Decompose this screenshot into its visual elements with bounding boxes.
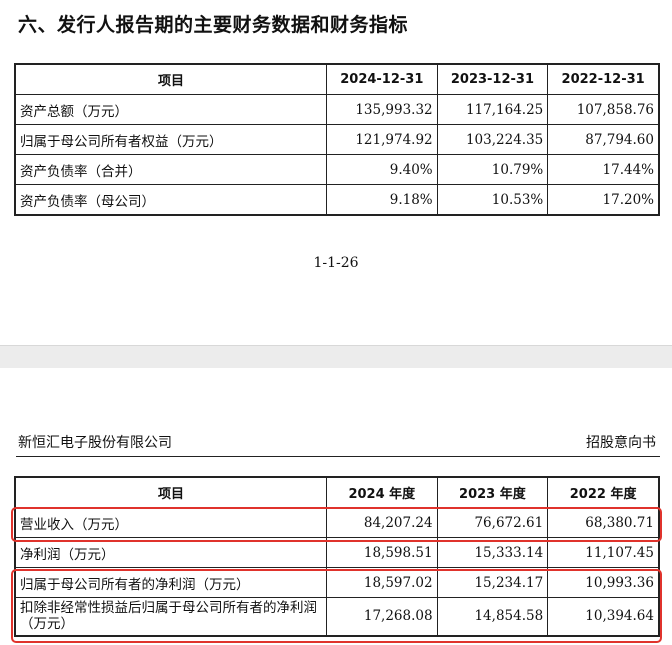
cell-value: 10,993.36 [547, 567, 660, 598]
row-label: 归属于母公司所有者权益（万元） [14, 124, 327, 155]
row-label: 资产负债率（母公司） [14, 184, 327, 216]
cell-value: 117,164.25 [436, 94, 549, 125]
section-heading: 六、发行人报告期的主要财务数据和财务指标 [18, 14, 409, 36]
cell-value: 10.79% [436, 154, 549, 185]
cell-value: 103,224.35 [436, 124, 549, 155]
page-header-doc-type: 招股意向书 [586, 435, 656, 451]
document-page-1: 六、发行人报告期的主要财务数据和财务指标 项目 2024-12-31 2023-… [14, 14, 660, 271]
column-header: 2024 年度 [326, 476, 438, 508]
cell-value: 107,858.76 [547, 94, 660, 125]
column-header: 2023-12-31 [436, 63, 549, 95]
income-statement-table: 项目 2024 年度 2023 年度 2022 年度 营业收入（万元） 84,2… [14, 476, 660, 637]
page-number: 1-1-26 [313, 255, 359, 271]
column-header: 2022 年度 [547, 476, 660, 508]
cell-value: 9.40% [326, 154, 438, 185]
page-separator [0, 345, 672, 369]
row-label: 资产负债率（合并） [14, 154, 327, 185]
column-header: 项目 [14, 63, 327, 95]
cell-value: 9.18% [326, 184, 438, 216]
table-row: 资产负债率（合并） 9.40% 10.79% 17.44% [14, 154, 660, 185]
cell-value: 15,234.17 [436, 567, 549, 598]
row-label: 净利润（万元） [14, 537, 327, 568]
table-header-row: 项目 2024-12-31 2023-12-31 2022-12-31 [14, 63, 660, 95]
cell-value: 10.53% [436, 184, 549, 216]
column-header: 2024-12-31 [326, 63, 438, 95]
row-label: 归属于母公司所有者的净利润（万元） [14, 567, 327, 598]
table-row: 资产总额（万元） 135,993.32 117,164.25 107,858.7… [14, 94, 660, 125]
table-row: 扣除非经常性损益后归属于母公司所有者的净利润（万元） 17,268.08 14,… [14, 597, 660, 636]
header-divider [16, 456, 660, 457]
cell-value: 135,993.32 [326, 94, 438, 125]
highlight-box-revenue [11, 507, 662, 542]
cell-value: 14,854.58 [436, 597, 549, 636]
cell-value: 121,974.92 [326, 124, 438, 155]
cell-value: 10,394.64 [547, 597, 660, 636]
balance-sheet-table: 项目 2024-12-31 2023-12-31 2022-12-31 资产总额… [14, 63, 660, 216]
table-header-row: 项目 2024 年度 2023 年度 2022 年度 [14, 476, 660, 508]
cell-value: 17.20% [547, 184, 660, 216]
table-row: 归属于母公司所有者的净利润（万元） 18,597.02 15,234.17 10… [14, 567, 660, 598]
column-header: 2022-12-31 [547, 63, 660, 95]
row-label: 资产总额（万元） [14, 94, 327, 125]
column-header: 项目 [14, 476, 327, 508]
table-row: 净利润（万元） 18,598.51 15,333.14 11,107.45 [14, 537, 660, 568]
cell-value: 11,107.45 [547, 537, 660, 568]
row-label: 扣除非经常性损益后归属于母公司所有者的净利润（万元） [14, 597, 327, 636]
highlight-box-net-profit-attributable [11, 569, 662, 643]
cell-value: 87,794.60 [547, 124, 660, 155]
column-header: 2023 年度 [436, 476, 549, 508]
page-header-company: 新恒汇电子股份有限公司 [18, 435, 172, 451]
cell-value: 17,268.08 [326, 597, 438, 636]
cell-value: 18,597.02 [326, 567, 438, 598]
document-page-2: 新恒汇电子股份有限公司 招股意向书 项目 2024 年度 2023 年度 202… [0, 368, 672, 645]
cell-value: 18,598.51 [326, 537, 438, 568]
table-row: 资产负债率（母公司） 9.18% 10.53% 17.20% [14, 184, 660, 216]
table-row: 归属于母公司所有者权益（万元） 121,974.92 103,224.35 87… [14, 124, 660, 155]
cell-value: 15,333.14 [436, 537, 549, 568]
cell-value: 17.44% [547, 154, 660, 185]
cell-value: 68,380.71 [547, 507, 660, 538]
